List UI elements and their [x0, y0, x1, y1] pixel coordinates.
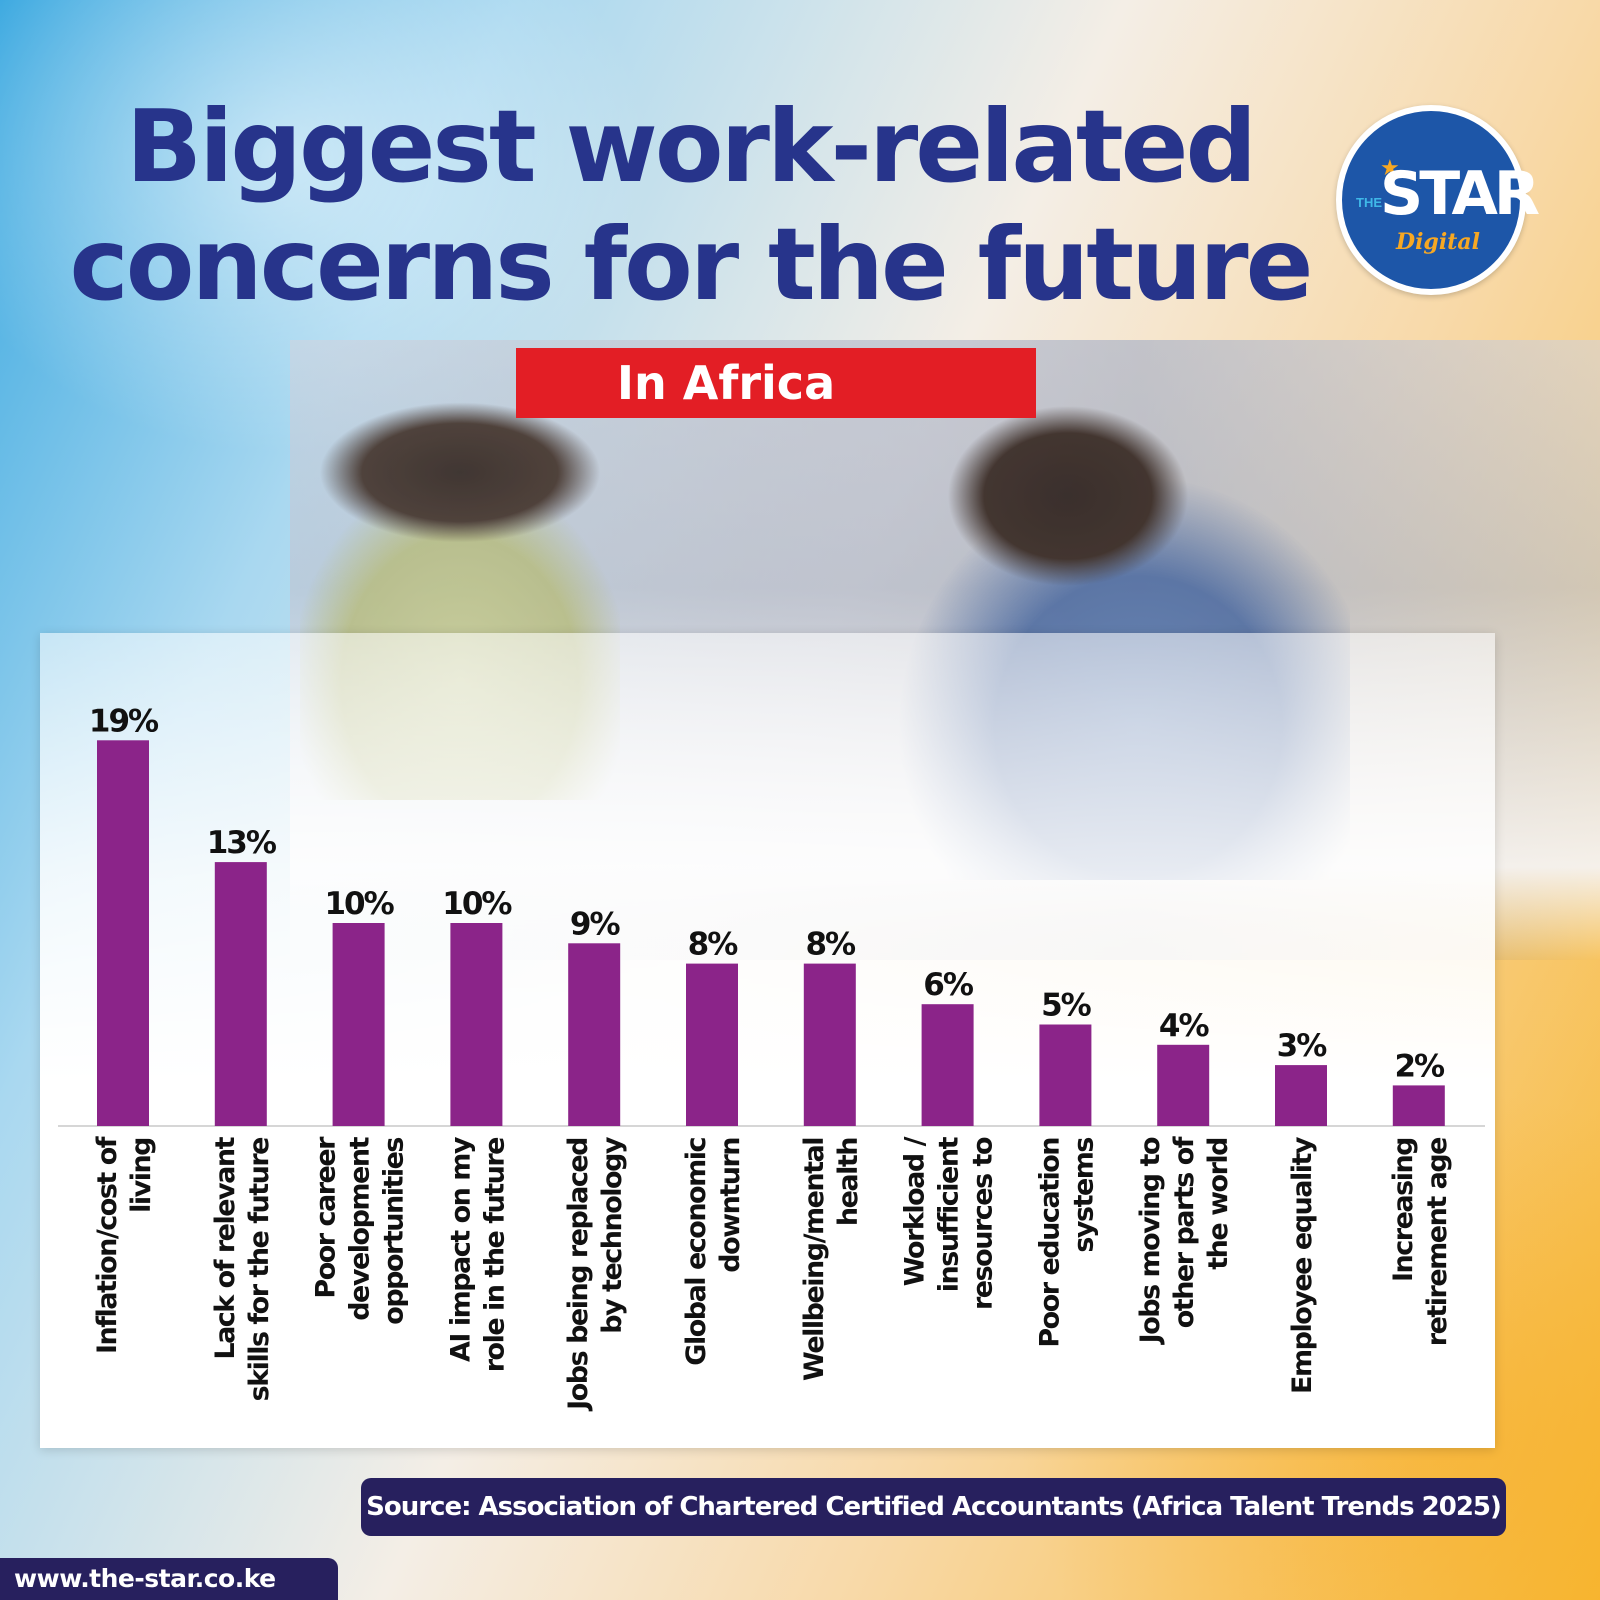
bar-0 [97, 740, 149, 1126]
website-url[interactable]: www.the-star.co.ke [0, 1558, 338, 1600]
category-label-2: Poor career development opportunities [311, 1136, 410, 1325]
category-label-9: Jobs moving to other parts of the world [1135, 1136, 1234, 1345]
bar-chart: 19% Inflation/cost of living 13% Lack of rel… [58, 703, 1485, 1412]
bar-5 [686, 963, 738, 1126]
logo-digital-text: Digital [1396, 229, 1480, 255]
data-label-3: 10% [442, 886, 512, 922]
data-label-0: 19% [89, 703, 159, 739]
data-label-4: 9% [570, 906, 621, 942]
bar-11 [1392, 1085, 1445, 1126]
data-label-9: 4% [1159, 1008, 1210, 1044]
bar-4 [568, 943, 621, 1126]
data-label-11: 2% [1394, 1048, 1445, 1084]
bar-7 [921, 1004, 974, 1126]
logo-the-text: THE [1356, 195, 1382, 210]
category-label-7: Workload / insufficient resources to [900, 1136, 999, 1310]
data-label-7: 6% [923, 967, 974, 1003]
category-label-3: AI impact on my role in the future [445, 1136, 510, 1372]
data-label-5: 8% [688, 927, 739, 963]
category-label-1: Lack of relevant skills for the future [210, 1136, 275, 1401]
title-line-2: concerns for the future [69, 206, 1314, 323]
data-label-6: 8% [805, 927, 856, 963]
bar-3 [450, 923, 503, 1126]
bar-6 [803, 963, 856, 1126]
bar-8 [1039, 1024, 1092, 1126]
category-label-4: Jobs being replaced by technology [563, 1136, 628, 1412]
category-label-0: Inflation/cost of living [92, 1136, 157, 1354]
source-note: Source: Association of Chartered Certifi… [361, 1478, 1506, 1536]
the-star-digital-logo: ★ THE STAR Digital [1336, 105, 1540, 295]
subtitle-banner [516, 348, 1036, 418]
data-label-10: 3% [1277, 1028, 1328, 1064]
title-line-1: Biggest work-related [125, 88, 1257, 205]
data-label-1: 13% [207, 825, 277, 861]
category-label-10: Employee equality [1287, 1136, 1318, 1394]
subtitle: In Africa [616, 356, 836, 410]
bar-1 [214, 862, 267, 1126]
bar-9 [1157, 1044, 1210, 1126]
category-label-5: Global economic downturn [681, 1138, 746, 1366]
bar-10 [1275, 1065, 1327, 1126]
category-label-6: Wellbeing/mental health [799, 1138, 864, 1381]
logo-star-text: STAR [1380, 159, 1540, 229]
page-title: Biggest work-related concerns for the fu… [60, 88, 1320, 324]
bar-2 [332, 923, 385, 1126]
category-label-11: Increasing retirement age [1388, 1138, 1453, 1346]
category-label-8: Poor education systems [1034, 1138, 1099, 1348]
star-icon: ★ [1380, 155, 1400, 180]
chart-panel: 19% Inflation/cost of living 13% Lack of rel… [40, 633, 1495, 1448]
data-label-2: 10% [324, 886, 394, 922]
data-label-8: 5% [1041, 988, 1092, 1024]
